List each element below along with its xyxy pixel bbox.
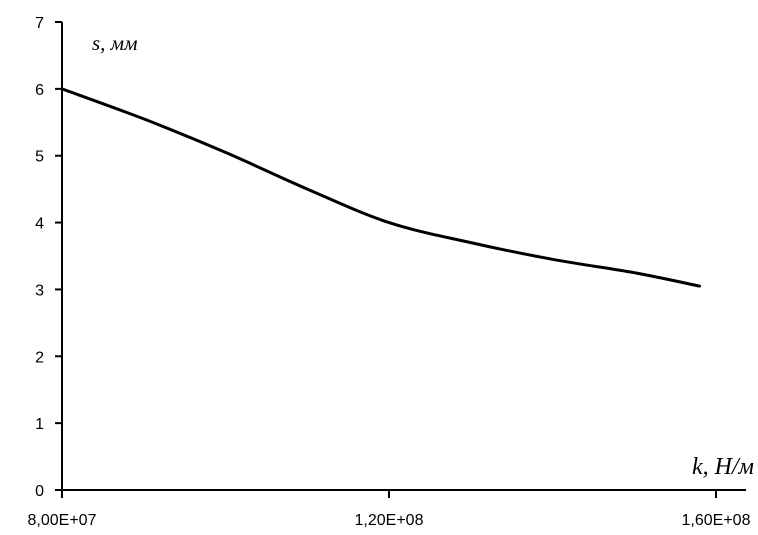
axes (61, 22, 746, 491)
y-tick-label: 4 (35, 216, 44, 233)
x-tick-label: 8,00E+07 (28, 512, 97, 529)
x-tick-label: 1,20E+08 (355, 512, 424, 529)
y-axis-title: s, мм (92, 31, 137, 55)
x-ticks: 8,00E+07 1,20E+08 1,60E+08 (28, 490, 751, 529)
y-ticks: 0 1 2 3 4 5 6 7 (35, 15, 62, 500)
y-tick-label: 6 (35, 82, 44, 99)
y-tick-label: 1 (35, 416, 44, 433)
y-tick-label: 0 (35, 483, 44, 500)
series-layer (60, 87, 702, 288)
series-line (60, 87, 702, 288)
y-tick-label: 3 (35, 282, 44, 299)
y-tick-label: 5 (35, 149, 44, 166)
y-tick-label: 2 (35, 349, 44, 366)
x-tick-label: 1,60E+08 (682, 512, 751, 529)
y-tick-label: 7 (35, 15, 44, 32)
x-axis-title: k, Н/м (692, 454, 754, 480)
